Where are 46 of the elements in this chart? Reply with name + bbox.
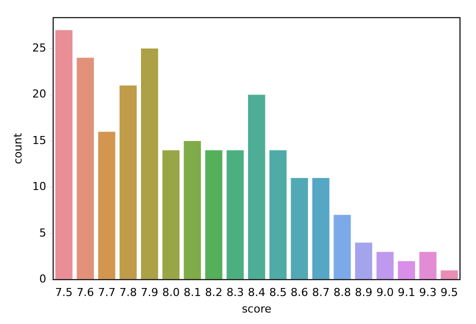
bar (140, 48, 158, 280)
bar (290, 178, 308, 280)
y-tick-label: 0 (39, 272, 46, 286)
bar (184, 140, 201, 280)
x-tick-label: 8.7 (312, 286, 330, 300)
x-tick-label: 8.9 (354, 286, 372, 300)
x-tick-label: 7.5 (55, 286, 73, 300)
x-tick-label: 7.6 (76, 286, 94, 300)
x-tick-label: 8.4 (248, 286, 266, 300)
x-axis-title: score (242, 302, 272, 316)
x-tick-label: 9.5 (440, 286, 458, 300)
x-tick-label: 9.1 (398, 286, 416, 300)
x-tick-label: 7.9 (140, 286, 158, 300)
x-tick-label: 9.3 (419, 286, 437, 300)
bar (205, 150, 222, 280)
bar (248, 94, 266, 280)
bar (334, 214, 351, 280)
x-tick-label: 8.0 (162, 286, 180, 300)
bar (98, 132, 116, 280)
bar (419, 252, 436, 280)
bar (440, 270, 458, 280)
y-axis-title: count (11, 132, 24, 164)
bar (269, 150, 287, 280)
x-tick-label: 8.3 (226, 286, 244, 300)
y-tick-label: 5 (39, 226, 46, 240)
y-tick-label: 15 (32, 134, 46, 147)
x-tick-label: 7.8 (119, 286, 137, 300)
bar (226, 150, 244, 280)
x-tick-label: 8.8 (333, 286, 351, 300)
bar (398, 261, 416, 280)
x-tick-label: 8.2 (205, 286, 223, 300)
bar (120, 86, 137, 280)
x-tick-label: 7.7 (98, 286, 116, 300)
bar (376, 252, 394, 280)
bar (355, 242, 372, 280)
x-tick-label: 8.6 (290, 286, 308, 300)
x-tick-label: 8.1 (184, 286, 202, 300)
y-tick-label: 10 (32, 180, 46, 194)
bar (162, 150, 180, 280)
x-tick-label: 9.0 (376, 286, 394, 300)
bar (76, 58, 94, 280)
bar (55, 30, 72, 280)
y-tick-label: 25 (32, 41, 46, 54)
bar (312, 178, 330, 280)
x-tick-label: 8.5 (269, 286, 287, 300)
y-tick-label: 20 (32, 88, 46, 101)
